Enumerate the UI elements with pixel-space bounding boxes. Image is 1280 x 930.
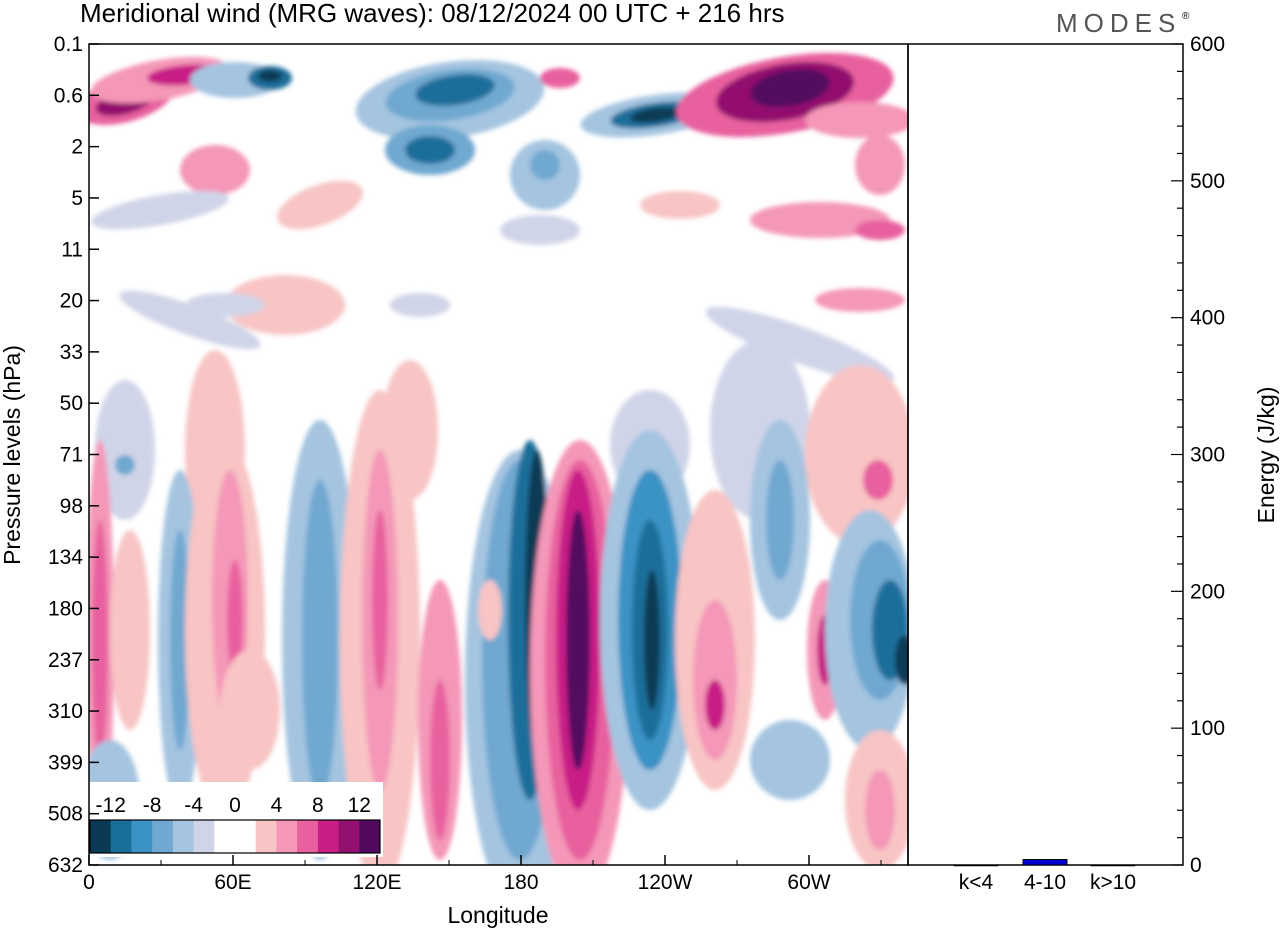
x-tick-label: 60E (214, 871, 251, 894)
y-tick-label: 50 (60, 392, 83, 415)
x-tick-label: 0 (83, 871, 95, 894)
energy-category-label: k<4 (959, 871, 994, 894)
energy-plot-frame (907, 43, 1184, 866)
energy-tick-label: 300 (1190, 444, 1225, 467)
energy-category-label: k>10 (1090, 871, 1136, 894)
legend-swatch-9 (276, 820, 298, 853)
energy-tick-label: 200 (1190, 580, 1225, 603)
brand-registered-mark: ® (1182, 11, 1190, 22)
energy-tick-label: 500 (1190, 170, 1225, 193)
heatmap-field (89, 52, 908, 865)
legend-swatch-8 (255, 820, 277, 853)
x-axis-ticks: 0 60E 120E 180 120W 60W (83, 855, 882, 894)
y-tick-label: 180 (48, 597, 83, 620)
energy-axis-title: Energy (J/kg) (1253, 387, 1279, 524)
chart-title: Meridional wind (MRG waves): 08/12/2024 … (80, 0, 785, 28)
y-tick-label: 310 (48, 700, 83, 723)
legend-swatch-0 (90, 820, 112, 853)
legend-label-4: 4 (271, 794, 283, 817)
x-tick-label: 60W (787, 871, 830, 894)
legend-swatch-4 (172, 820, 195, 853)
y-axis-ticks: 0.1 0.6 2 5 11 20 33 50 71 98 134 180 237 310 399 508 63… (48, 33, 99, 877)
color-legend: -12 -8 -4 0 4 8 12 (87, 782, 383, 857)
y-tick-label: 0.6 (54, 84, 83, 107)
legend-label-6: 12 (348, 794, 371, 817)
legend-swatch-12 (338, 820, 360, 853)
energy-bar (1090, 864, 1136, 867)
x-tick-label: 120W (638, 871, 693, 894)
y-tick-label: 237 (48, 649, 83, 672)
x-axis-title: Longitude (447, 902, 548, 928)
brand-logo: MODES (1056, 8, 1181, 38)
x-tick-label: 120E (352, 871, 401, 894)
y-axis-title: Pressure levels (hPa) (0, 345, 25, 565)
legend-swatch-6 (214, 820, 236, 853)
y-tick-label: 5 (71, 187, 83, 210)
legend-label-3: 0 (229, 794, 241, 817)
energy-bar (953, 864, 999, 867)
y-tick-label: 33 (60, 341, 83, 364)
energy-category-label: 4-10 (1024, 871, 1066, 894)
legend-label-2: -4 (184, 794, 203, 817)
y-tick-label: 134 (48, 546, 83, 569)
legend-swatch-10 (297, 820, 319, 853)
y-tick-label: 399 (48, 751, 83, 774)
y-tick-label: 20 (60, 290, 83, 313)
energy-bar (1022, 859, 1068, 866)
legend-swatch-11 (317, 820, 340, 853)
legend-label-5: 8 (312, 794, 324, 817)
legend-swatch-2 (131, 820, 153, 853)
legend-label-1: -8 (143, 794, 162, 817)
y-tick-label: 0.1 (54, 33, 83, 56)
energy-axis-ticks: 0 100 200 300 400 500 600 (1171, 33, 1225, 877)
y-tick-label: 632 (48, 854, 83, 877)
y-tick-label: 71 (60, 444, 83, 467)
legend-swatch-7 (235, 820, 257, 853)
energy-categories: k<4 4-10 k>10 (959, 871, 1136, 894)
x-tick-label: 180 (503, 871, 538, 894)
legend-label-0: -12 (96, 794, 126, 817)
legend-swatch-5 (193, 820, 215, 853)
energy-tick-label: 600 (1190, 33, 1225, 56)
y-tick-label: 508 (48, 803, 83, 826)
y-tick-label: 11 (61, 238, 83, 261)
energy-tick-label: 400 (1190, 307, 1225, 330)
energy-bars (953, 859, 1136, 867)
legend-swatch-13 (359, 820, 381, 853)
energy-tick-label: 100 (1190, 717, 1225, 740)
legend-swatch-1 (110, 820, 132, 853)
legend-swatch-3 (152, 820, 174, 853)
energy-tick-label: 0 (1190, 854, 1202, 877)
y-tick-label: 2 (71, 136, 83, 159)
y-tick-label: 98 (60, 495, 83, 518)
